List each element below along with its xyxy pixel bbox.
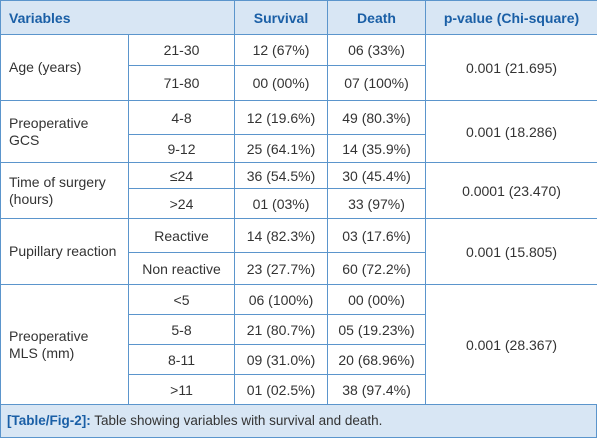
- table-row: Pupillary reaction Reactive 14 (82.3%) 03 (…: [0, 218, 597, 285]
- header-cell: Survival: [234, 0, 328, 35]
- death-cell: 38 (97.4%): [327, 374, 426, 405]
- death-cell: 30 (45.4%): [327, 162, 426, 189]
- death-cell: 06 (33%): [327, 34, 426, 66]
- header-cell: Variables: [0, 0, 235, 35]
- level-cell: <5: [128, 284, 235, 315]
- level-cell: Reactive: [128, 218, 235, 253]
- table-row: Age (years) 21-30 12 (67%) 06 (33%) 0.001 (2…: [0, 34, 597, 101]
- survival-cell: 23 (27.7%): [234, 252, 328, 285]
- p-value-cell: 0.001 (21.695): [425, 34, 597, 101]
- death-cell: 49 (80.3%): [327, 100, 426, 135]
- level-cell: >24: [128, 188, 235, 219]
- header-row: Variables Survival Death p-value (Chi-sq…: [0, 0, 597, 35]
- level-cell: ≤24: [128, 162, 235, 189]
- survival-cell: 06 (100%): [234, 284, 328, 315]
- variable-cell: Preoperative MLS (mm): [0, 284, 129, 405]
- level-cell: 8-11: [128, 344, 235, 375]
- table-row: Preoperative MLS (mm) <5 06 (100%) 00 (00%)…: [0, 284, 597, 405]
- caption-label: [Table/Fig-2]:: [7, 413, 91, 428]
- death-cell: 07 (100%): [327, 65, 426, 101]
- level-cell: 4-8: [128, 100, 235, 135]
- death-cell: 60 (72.2%): [327, 252, 426, 285]
- level-cell: 71-80: [128, 65, 235, 101]
- table-row: Time of surgery (hours) ≤24 36 (54.5%) 30 (…: [0, 162, 597, 219]
- table-row: 71-80 00 (00%) 07 (100%): [1, 65, 597, 101]
- death-cell: 05 (19.23%): [327, 314, 426, 345]
- variable-cell: Pupillary reaction: [0, 218, 129, 285]
- p-value-cell: 0.001 (15.805): [425, 218, 597, 285]
- survival-cell: 00 (00%): [234, 65, 328, 101]
- p-value-cell: 0.0001 (23.470): [425, 162, 597, 219]
- table-row: 9-12 25 (64.1%) 14 (35.9%): [1, 134, 597, 163]
- p-value-cell: 0.001 (28.367): [425, 284, 597, 405]
- table-row: 8-11 09 (31.0%) 20 (68.96%): [1, 344, 597, 375]
- table-row: >11 01 (02.5%) 38 (97.4%): [1, 374, 597, 405]
- death-cell: 20 (68.96%): [327, 344, 426, 375]
- survival-cell: 01 (03%): [234, 188, 328, 219]
- level-cell: 5-8: [128, 314, 235, 345]
- level-cell: 9-12: [128, 134, 235, 163]
- table-row: >24 01 (03%) 33 (97%): [1, 188, 597, 219]
- results-table: Variables Survival Death p-value (Chi-sq…: [0, 0, 597, 405]
- header-cell: p-value (Chi-square): [425, 0, 597, 35]
- survival-cell: 01 (02.5%): [234, 374, 328, 405]
- header-cell: Death: [327, 0, 426, 35]
- death-cell: 03 (17.6%): [327, 218, 426, 253]
- survival-cell: 36 (54.5%): [234, 162, 328, 189]
- death-cell: 14 (35.9%): [327, 134, 426, 163]
- level-cell: >11: [128, 374, 235, 405]
- variable-cell: Preoperative GCS: [0, 100, 129, 163]
- table-row: Preoperative GCS 4-8 12 (19.6%) 49 (80.3%) 0…: [0, 100, 597, 163]
- level-cell: Non reactive: [128, 252, 235, 285]
- survival-cell: 12 (19.6%): [234, 100, 328, 135]
- table-row: 5-8 21 (80.7%) 05 (19.23%): [1, 314, 597, 345]
- survival-cell: 21 (80.7%): [234, 314, 328, 345]
- level-cell: 21-30: [128, 34, 235, 66]
- survival-cell: 09 (31.0%): [234, 344, 328, 375]
- table-row: Non reactive 23 (27.7%) 60 (72.2%): [1, 252, 597, 285]
- death-cell: 00 (00%): [327, 284, 426, 315]
- variable-cell: Age (years): [0, 34, 129, 101]
- survival-cell: 12 (67%): [234, 34, 328, 66]
- caption: [Table/Fig-2]: Table showing variables w…: [0, 404, 597, 438]
- caption-text: Table showing variables with survival an…: [94, 413, 383, 428]
- survival-cell: 14 (82.3%): [234, 218, 328, 253]
- death-cell: 33 (97%): [327, 188, 426, 219]
- survival-cell: 25 (64.1%): [234, 134, 328, 163]
- p-value-cell: 0.001 (18.286): [425, 100, 597, 163]
- variable-cell: Time of surgery (hours): [0, 162, 129, 219]
